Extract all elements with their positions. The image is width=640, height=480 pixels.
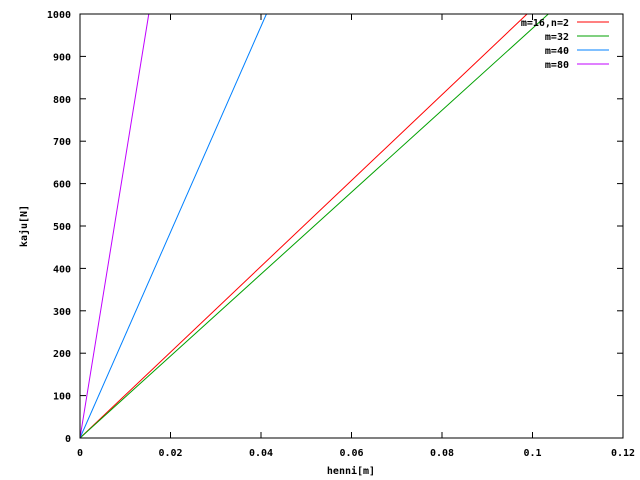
- x-tick-label: 0.04: [249, 448, 273, 459]
- y-tick-label: 200: [53, 349, 71, 360]
- y-axis-ticks: 0 100 200 300 400 500 600 700 800 900 1000: [47, 10, 623, 445]
- legend-label: m=32: [545, 32, 569, 43]
- x-tick-label: 0: [77, 448, 83, 459]
- y-tick-label: 800: [53, 95, 71, 106]
- x-tick-label: 0.06: [339, 448, 363, 459]
- y-tick-label: 900: [53, 52, 71, 63]
- x-tick-label: 0.1: [523, 448, 541, 459]
- plot-frame: [79, 13, 624, 439]
- series-line-3: [79, 13, 267, 439]
- series-line-2: [79, 13, 549, 439]
- y-tick-label: 500: [53, 222, 71, 233]
- x-tick-label: 0.02: [158, 448, 182, 459]
- y-tick-label: 700: [53, 137, 71, 148]
- series-lines: [79, 13, 549, 439]
- x-tick-label: 0.12: [611, 448, 635, 459]
- x-axis-ticks: 0 0.02 0.04 0.06 0.08 0.1 0.12: [77, 14, 635, 459]
- x-tick-label: 0.08: [430, 448, 454, 459]
- y-axis-title: kaju[N]: [18, 205, 30, 247]
- series-line-4: [79, 13, 150, 439]
- x-axis-title: henni[m]: [327, 465, 375, 477]
- legend-label: m=16,n=2: [521, 18, 569, 29]
- y-tick-label: 1000: [47, 10, 71, 21]
- y-tick-label: 400: [53, 264, 71, 275]
- y-tick-label: 100: [53, 392, 71, 403]
- legend-label: m=80: [545, 60, 569, 71]
- legend-label: m=40: [545, 46, 569, 57]
- y-tick-label: 0: [65, 434, 71, 445]
- legend: m=16,n=2 m=32 m=40 m=80: [521, 18, 609, 71]
- y-tick-label: 600: [53, 180, 71, 191]
- series-line-1: [79, 13, 528, 439]
- y-tick-label: 300: [53, 307, 71, 318]
